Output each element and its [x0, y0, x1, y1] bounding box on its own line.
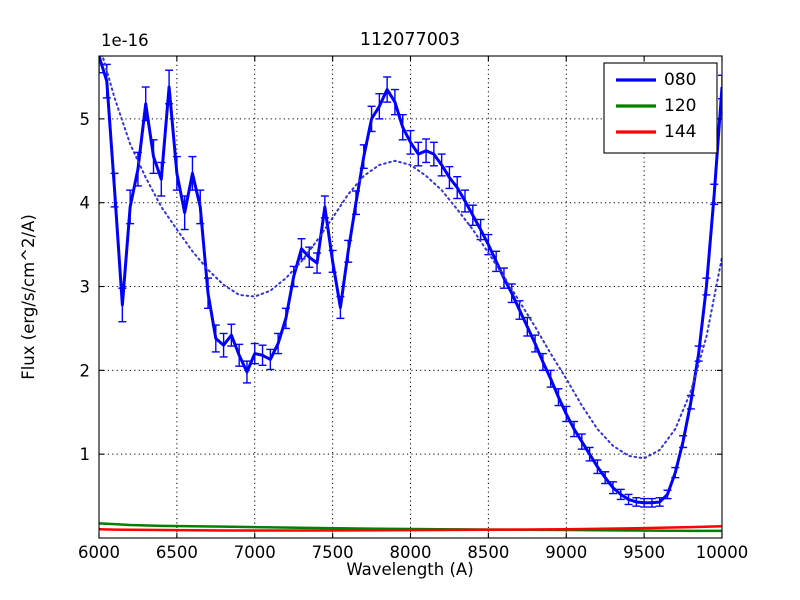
- chart-legend[interactable]: 080 120 144: [603, 62, 718, 154]
- series-path-080: [99, 56, 722, 505]
- x-tick-label: 9500: [623, 543, 665, 562]
- x-tick-label: 8500: [467, 543, 509, 562]
- page-title: 112077003: [360, 30, 460, 50]
- y-axis-label: Flux (erg/s/cm^2/A): [19, 214, 38, 380]
- y-tick-label: 3: [80, 278, 91, 297]
- axis-ticks: 6000 6500 7000 7500 8000 8500 9000 9500 10000 1 2 3…: [78, 56, 748, 562]
- y-tick-label: 2: [80, 361, 91, 380]
- series-path-120: [99, 522, 722, 533]
- series-path-080-model: [101, 56, 722, 460]
- y-tick-label: 1: [80, 445, 91, 464]
- x-tick-label: 6000: [78, 543, 120, 562]
- y-tick-label: 4: [80, 194, 91, 213]
- legend-background: [603, 62, 718, 154]
- legend-label-144: 144: [664, 122, 696, 142]
- x-tick-label: 10000: [696, 543, 749, 562]
- series-path-144: [99, 525, 722, 532]
- x-axis-label: Wavelength (A): [346, 560, 473, 579]
- series-144: [99, 525, 722, 532]
- y-axis-offset-label: 1e-16: [101, 31, 149, 50]
- legend-label-080: 080: [664, 70, 696, 90]
- series-080: [99, 56, 722, 508]
- x-tick-label: 7000: [234, 543, 276, 562]
- y-tick-label: 5: [80, 110, 91, 129]
- series-080-model: [101, 56, 722, 460]
- series-120: [99, 522, 722, 533]
- x-tick-label: 7500: [312, 543, 354, 562]
- data-series-layer: [99, 56, 722, 533]
- legend-label-120: 120: [664, 96, 696, 116]
- x-tick-label: 9000: [545, 543, 587, 562]
- x-tick-label: 8000: [390, 543, 432, 562]
- x-tick-label: 6500: [156, 543, 198, 562]
